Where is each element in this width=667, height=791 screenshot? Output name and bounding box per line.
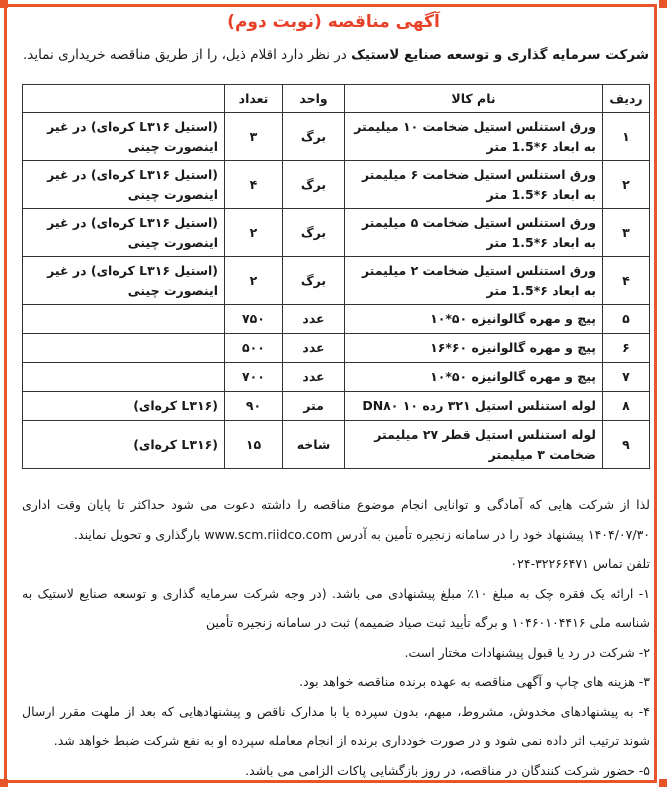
item-name: پیچ و مهره گالوانیزه ۵۰*۱۰	[344, 304, 603, 334]
row-number: ۵	[602, 304, 650, 334]
header-item-name: نام کالا	[344, 84, 603, 113]
quantity: ۷۵۰	[224, 304, 283, 334]
table-row: ۹ لوله استنلس استیل قطر ۲۷ میلیمتر ضخامت …	[22, 420, 650, 469]
invitation-paragraph: لذا از شرکت هایی که آمادگی و توانایی انج…	[22, 497, 650, 542]
table-row: ۳ ورق استنلس استیل ضخامت ۵ میلیمتر به ابع…	[22, 208, 650, 257]
note	[22, 333, 225, 363]
intro-text: در نظر دارد اقلام ذیل، را از طریق مناقصه…	[22, 47, 352, 63]
frame-corner	[659, 0, 667, 8]
unit: برگ	[282, 160, 345, 209]
quantity: ۲	[224, 256, 283, 305]
item-name: ورق استنلس استیل ضخامت ۱۰ میلیمتر به ابع…	[344, 112, 603, 161]
quantity: ۵۰۰	[224, 333, 283, 363]
quantity: ۱۵	[224, 420, 283, 469]
row-number: ۴	[602, 256, 650, 305]
items-table: ردیف نام کالا واحد تعداد ۱ ورق استنلس است…	[22, 84, 650, 469]
note	[22, 362, 225, 392]
item-name: پیچ و مهره گالوانیزه ۶۰*۱۶	[344, 333, 603, 363]
header-row-number: ردیف	[602, 84, 650, 113]
item-name: ورق استنلس استیل ضخامت ۵ میلیمتر به ابعا…	[344, 208, 603, 257]
note: (استیل L۳۱۶ کره‌ای) در غیر اینصورت چینی	[22, 112, 225, 161]
note: (استیل L۳۱۶ کره‌ای) در غیر اینصورت چینی	[22, 208, 225, 257]
table-row: ۷ پیچ و مهره گالوانیزه ۵۰*۱۰ عدد ۷۰۰	[22, 362, 650, 392]
item-name: پیچ و مهره گالوانیزه ۵۰*۱۰	[344, 362, 603, 392]
header-quantity: تعداد	[224, 84, 283, 113]
unit: برگ	[282, 208, 345, 257]
condition-item: ۲- شرکت در رد یا قبول پیشنهادات مختار اس…	[404, 644, 650, 660]
condition-item: ۵- حضور شرکت کنندگان در مناقصه، در روز ب…	[245, 762, 650, 778]
quantity: ۳	[224, 112, 283, 161]
contact-phone: تلفن تماس ۳۲۲۶۶۴۷۱-۰۲۴	[510, 556, 650, 571]
intro-line: شرکت سرمایه گذاری و توسعه صنایع لاستیک د…	[18, 47, 649, 63]
unit: عدد	[282, 304, 345, 334]
row-number: ۲	[602, 160, 650, 209]
frame-corner	[659, 779, 667, 787]
quantity: ۷۰۰	[224, 362, 283, 392]
row-number: ۹	[602, 420, 650, 469]
frame-corner	[0, 0, 8, 8]
ad-frame	[4, 4, 657, 783]
frame-corner	[0, 779, 8, 787]
row-number: ۱	[602, 112, 650, 161]
note: (استیل L۳۱۶ کره‌ای) در غیر اینصورت چینی	[22, 160, 225, 209]
note: (L۳۱۶ کره‌ای)	[22, 420, 225, 469]
note	[22, 304, 225, 334]
item-name: لوله استنلس استیل ۳۲۱ رده ۱۰ DN۸۰	[344, 391, 603, 421]
unit: متر	[282, 391, 345, 421]
unit: شاخه	[282, 420, 345, 469]
table-row: ۶ پیچ و مهره گالوانیزه ۶۰*۱۶ عدد ۵۰۰	[22, 333, 650, 363]
quantity: ۲	[224, 208, 283, 257]
item-name: لوله استنلس استیل قطر ۲۷ میلیمتر ضخامت ۳…	[344, 420, 603, 469]
note: (استیل L۳۱۶ کره‌ای) در غیر اینصورت چینی	[22, 256, 225, 305]
row-number: ۸	[602, 391, 650, 421]
table-header-row: ردیف نام کالا واحد تعداد	[22, 84, 650, 113]
unit: عدد	[282, 333, 345, 363]
unit: برگ	[282, 112, 345, 161]
header-unit: واحد	[282, 84, 345, 113]
ad-title: آگهی مناقصه (نوبت دوم)	[227, 12, 440, 32]
item-name: ورق استنلس استیل ضخامت ۶ میلیمتر به ابعا…	[344, 160, 603, 209]
table-row: ۱ ورق استنلس استیل ضخامت ۱۰ میلیمتر به اب…	[22, 112, 650, 161]
row-number: ۷	[602, 362, 650, 392]
quantity: ۴	[224, 160, 283, 209]
table-row: ۴ ورق استنلس استیل ضخامت ۲ میلیمتر به ابع…	[22, 256, 650, 305]
unit: برگ	[282, 256, 345, 305]
table-row: ۸ لوله استنلس استیل ۳۲۱ رده ۱۰ DN۸۰ متر ۹۰(…	[22, 391, 650, 421]
note: (L۳۱۶ کره‌ای)	[22, 391, 225, 421]
row-number: ۳	[602, 208, 650, 257]
table-row: ۲ ورق استنلس استیل ضخامت ۶ میلیمتر به ابع…	[22, 160, 650, 209]
ad-body: لذا از شرکت هایی که آمادگی و توانایی انج…	[22, 490, 650, 785]
condition-item: ۴- به پیشنهادهای مخدوش، مشروط، مبهم، بدو…	[22, 703, 650, 749]
row-number: ۶	[602, 333, 650, 363]
table-row: ۵ پیچ و مهره گالوانیزه ۵۰*۱۰ عدد ۷۵۰	[22, 304, 650, 334]
quantity: ۹۰	[224, 391, 283, 421]
condition-item: ۳- هزینه های چاپ و آگهی مناقصه به عهده ب…	[299, 674, 650, 689]
unit: عدد	[282, 362, 345, 392]
item-name: ورق استنلس استیل ضخامت ۲ میلیمتر به ابعا…	[344, 256, 603, 305]
condition-item: ۱- ارائه یک فقره چک به مبلغ ۱۰٪ مبلغ پیش…	[22, 585, 650, 631]
header-note	[22, 84, 225, 113]
company-name: شرکت سرمایه گذاری و توسعه صنایع لاستیک	[351, 47, 649, 63]
